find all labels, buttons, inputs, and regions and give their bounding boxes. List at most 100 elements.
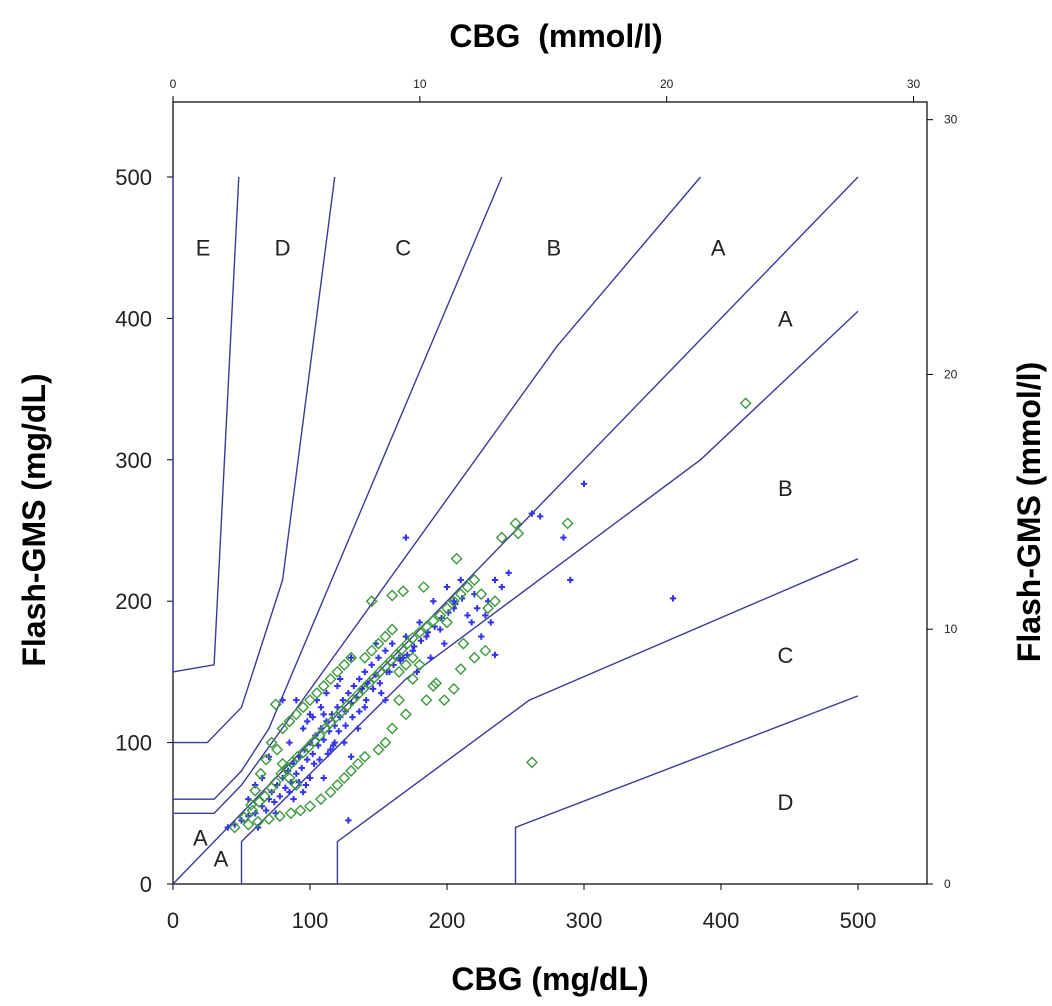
- data-point-cross: [404, 651, 411, 659]
- data-point-diamond: [434, 609, 447, 622]
- data-points: [224, 397, 752, 834]
- data-point-cross: [536, 513, 544, 520]
- data-point-diamond: [275, 767, 288, 780]
- data-point-diamond: [319, 722, 332, 735]
- data-point-diamond: [258, 790, 271, 803]
- data-point-diamond: [249, 784, 262, 797]
- zone-label: A: [778, 306, 793, 331]
- data-point-diamond: [280, 762, 293, 775]
- data-point-diamond: [395, 643, 408, 656]
- zone-boundary-line: [173, 176, 503, 800]
- data-point-diamond: [438, 694, 451, 707]
- data-point-cross: [410, 643, 418, 650]
- data-point-cross: [397, 657, 404, 664]
- data-point-cross: [356, 675, 363, 683]
- data-point-diamond: [386, 722, 399, 735]
- data-point-cross: [315, 742, 322, 749]
- data-point-cross: [416, 619, 423, 626]
- data-point-cross: [336, 675, 344, 683]
- data-point-diamond: [269, 698, 282, 711]
- zone-label: A: [711, 236, 726, 261]
- y-tick-label: 0: [140, 872, 152, 897]
- data-point-diamond: [297, 701, 310, 714]
- data-point-cross: [271, 798, 278, 806]
- data-point-cross: [402, 534, 410, 541]
- x-axis-title-bottom: CBG (mg/dL): [451, 961, 648, 997]
- data-point-cross: [323, 689, 330, 697]
- data-point-cross: [478, 633, 485, 640]
- data-point-diamond: [273, 810, 286, 823]
- data-point-diamond: [254, 767, 267, 780]
- data-point-diamond: [304, 800, 316, 813]
- data-point-cross: [293, 770, 300, 777]
- data-point-cross: [320, 736, 327, 743]
- data-point-diamond: [286, 756, 299, 769]
- data-point-cross: [345, 689, 352, 697]
- data-point-diamond: [365, 644, 378, 657]
- data-point-cross: [505, 569, 512, 577]
- x2-tick-label: 30: [907, 77, 921, 91]
- data-point-diamond: [324, 716, 337, 729]
- data-point-cross: [427, 654, 434, 661]
- data-point-diamond: [345, 764, 358, 777]
- data-point-diamond: [283, 771, 296, 784]
- data-point-cross: [491, 576, 499, 584]
- data-point-diamond: [386, 623, 399, 636]
- data-point-diamond: [324, 672, 337, 685]
- data-point-diamond: [284, 807, 297, 820]
- data-point-cross: [317, 704, 325, 711]
- data-point-cross: [298, 764, 305, 772]
- data-point-diamond: [468, 574, 481, 586]
- data-point-cross: [443, 583, 451, 591]
- data-point-diamond: [509, 517, 522, 530]
- data-point-cross: [457, 576, 464, 584]
- data-point-cross: [309, 713, 316, 721]
- data-point-diamond: [335, 705, 348, 718]
- zone-boundary-line: [514, 695, 859, 884]
- data-point-cross: [245, 795, 252, 803]
- data-point-cross: [316, 756, 323, 763]
- data-point-diamond: [346, 694, 359, 707]
- data-point-cross: [362, 696, 370, 704]
- data-point-diamond: [379, 630, 392, 643]
- data-point-cross: [498, 583, 505, 591]
- data-point-diamond: [420, 620, 433, 633]
- data-point-cross: [491, 651, 499, 659]
- zone-label: A: [214, 847, 229, 872]
- data-point-cross: [335, 728, 342, 735]
- data-point-diamond: [372, 743, 385, 756]
- x-axis-title-top: CBG (mmol/l): [449, 18, 662, 54]
- data-point-cross: [320, 711, 327, 718]
- data-point-cross: [560, 534, 567, 541]
- data-point-diamond: [406, 672, 419, 685]
- data-point-diamond: [260, 753, 273, 766]
- data-point-diamond: [324, 786, 337, 799]
- data-point-cross: [345, 817, 352, 824]
- data-point-cross: [389, 640, 396, 647]
- data-point-cross: [299, 725, 307, 732]
- data-point-diamond: [302, 740, 315, 753]
- zone-label: E: [196, 236, 211, 261]
- data-point-cross: [339, 696, 347, 704]
- data-point-cross: [299, 788, 307, 796]
- zone-label: C: [395, 236, 411, 261]
- x-tick-label: 400: [703, 908, 740, 933]
- data-point-cross: [361, 668, 368, 676]
- data-point-cross: [436, 626, 444, 633]
- data-point-diamond: [384, 654, 397, 667]
- data-point-diamond: [457, 637, 470, 650]
- data-point-diamond: [390, 648, 403, 661]
- data-point-cross: [473, 605, 481, 612]
- x2-tick-label: 0: [170, 77, 177, 91]
- y2-tick-label: 30: [944, 113, 958, 127]
- data-point-cross: [567, 576, 574, 584]
- data-point-cross: [423, 633, 430, 640]
- data-point-cross: [276, 793, 284, 800]
- data-point-cross: [378, 689, 385, 697]
- data-point-diamond: [488, 595, 501, 608]
- data-point-cross: [468, 619, 475, 626]
- y2-tick-label: 0: [944, 877, 951, 891]
- data-point-diamond: [372, 637, 385, 650]
- data-point-cross: [580, 480, 588, 488]
